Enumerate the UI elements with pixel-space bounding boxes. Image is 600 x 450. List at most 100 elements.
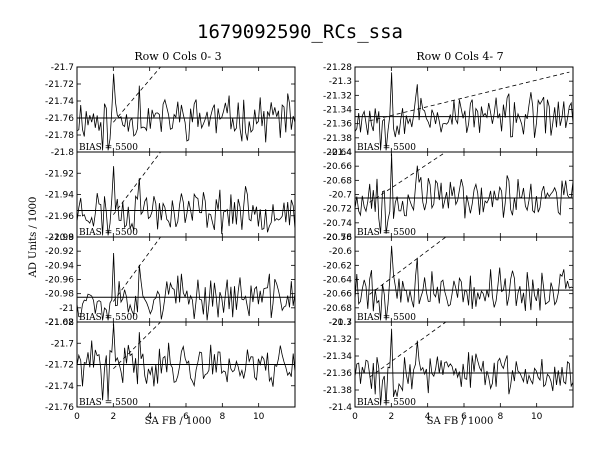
bias-label: BIAS = 5500: [79, 398, 138, 408]
series-dashed: [113, 321, 161, 370]
series-dashed: [113, 66, 161, 123]
y-tick-label: -20.9: [51, 233, 75, 243]
panel-c1-r0: -21.28 -21.3 -21.32 -21.34 -21.36 -21.38 -21.4…: [323, 63, 574, 158]
panel-c0-r0: -21.7 -21.72 -21.74 -21.76 -21.78 -21.8 BIAS =…: [45, 63, 296, 158]
y-tick-label: -21.78: [45, 131, 74, 141]
x-tick-label: 4: [425, 412, 431, 422]
y-tick-label: -21.72: [45, 361, 74, 371]
y-tick-label: -20.98: [45, 290, 74, 300]
y-tick-label: -21.02: [45, 318, 74, 328]
series-trace: [354, 328, 574, 406]
y-tick-label: -20.66: [323, 162, 352, 172]
y-tick-label: -20.72: [323, 205, 352, 215]
series-dashed: [113, 151, 161, 215]
y-tick-label: -20.74: [323, 219, 352, 229]
y-tick-label: -21.36: [323, 120, 352, 130]
y-tick-label: -21.7: [51, 339, 74, 349]
y-tick-label: -21.76: [45, 114, 74, 124]
panel-c1-r2: -20.58 -20.6 -20.62 -20.64 -20.66 -20.68 -20.7…: [323, 233, 574, 328]
series-trace: [76, 166, 296, 236]
x-tick-label: 8: [497, 412, 503, 422]
y-tick-label: -20.58: [323, 233, 352, 243]
y-tick-label: -21.74: [45, 97, 74, 107]
bias-label: BIAS = 5500: [357, 228, 416, 238]
series-trace: [354, 245, 574, 321]
y-tick-label: -20.64: [323, 276, 352, 286]
y-tick-label: -21.38: [323, 134, 352, 144]
y-tick-label: -21.8: [51, 148, 75, 158]
y-tick-label: -21.94: [45, 191, 74, 201]
bias-label: BIAS = 5500: [357, 143, 416, 153]
x-tick-label: 2: [388, 412, 394, 422]
y-tick-label: -21.38: [323, 386, 352, 396]
y-tick-label: -20.96: [45, 276, 74, 286]
x-tick-label: 4: [147, 412, 153, 422]
y-tick-label: -21: [59, 304, 74, 314]
x-tick-label: 0: [74, 412, 80, 422]
y-tick-label: -21.4: [329, 403, 353, 413]
y-tick-label: -20.7: [329, 318, 352, 328]
bias-label: BIAS = 5500: [357, 398, 416, 408]
y-tick-label: -21.76: [45, 403, 74, 413]
y-tick-label: -21.36: [323, 369, 352, 379]
panel-c1-r1: -20.64 -20.66 -20.68 -20.7 -20.72 -20.74 -20.7…: [323, 148, 574, 243]
y-tick-label: -20.6: [329, 247, 353, 257]
y-tick-label: -21.28: [323, 63, 352, 73]
y-tick-label: -21.3: [329, 77, 352, 87]
bias-label: BIAS = 5500: [79, 313, 138, 323]
y-tick-label: -21.34: [323, 352, 352, 362]
x-tick-label: 8: [219, 412, 225, 422]
series-trace: [354, 153, 574, 234]
panel-frame: [354, 66, 574, 153]
y-tick-label: -21.96: [45, 212, 74, 222]
series-dashed: [369, 71, 570, 122]
left-x-axis-label: SA FB / 1000: [145, 416, 212, 427]
x-tick-label: 2: [110, 412, 116, 422]
y-tick-label: -21.3: [329, 318, 352, 328]
series-trace: [76, 252, 296, 321]
panel-grid: -21.7-21.72-21.74-21.76-21.78-21.8 BIAS =…: [45, 63, 574, 422]
panel-c0-r2: -20.9 -20.92 -20.94 -20.96 -20.98 -21 -21.02 BI…: [45, 233, 296, 328]
panel-c0-r1: -21.92 -21.94 -21.96 -21.98 BIAS = 5500: [45, 151, 296, 243]
x-tick-label: 0: [352, 412, 358, 422]
bias-label: BIAS = 5500: [79, 228, 138, 238]
right-column-title: Row 0 Cols 4- 7: [416, 50, 503, 63]
series-dashed: [369, 236, 447, 295]
y-tick-label: -20.62: [323, 261, 352, 271]
series-trace: [354, 72, 574, 151]
y-tick-label: -21.32: [323, 91, 352, 101]
series-trace: [76, 323, 296, 401]
x-tick-label: 10: [531, 412, 543, 422]
panel-c1-r3: -21.3 -21.32 -21.34 -21.36 -21.38 -21.4 BIAS =…: [323, 318, 574, 413]
y-tick-label: -21.32: [323, 335, 352, 345]
y-tick-label: -21.72: [45, 80, 74, 90]
y-tick-label: -21.34: [323, 106, 352, 116]
y-tick-label: -20.94: [45, 261, 74, 271]
y-tick-label: -21.68: [45, 318, 74, 328]
y-tick-label: -21.98: [45, 233, 74, 243]
y-tick-label: -21.4: [329, 148, 353, 158]
figure-title: 1679092590_RCs_ssa: [197, 21, 403, 43]
left-column-title: Row 0 Cols 0- 3: [134, 50, 221, 63]
panel-c0-r3: -21.68 -21.7 -21.72 -21.74 -21.76 BIAS = 5500: [45, 318, 296, 413]
x-tick-label: 10: [253, 412, 265, 422]
y-tick-label: -20.66: [323, 290, 352, 300]
y-tick-label: -20.7: [329, 191, 352, 201]
y-tick-label: -20.76: [323, 233, 352, 243]
y-tick-label: -21.74: [45, 382, 74, 392]
x-tick-label: 6: [183, 412, 189, 422]
series-dashed: [369, 321, 447, 378]
bias-label: BIAS = 5500: [79, 143, 138, 153]
y-axis-label: AD Units / 1000: [28, 197, 39, 279]
series-dashed: [369, 151, 447, 203]
x-tick-label: 6: [461, 412, 467, 422]
right-x-axis-label: SA FB / 1000: [427, 416, 494, 427]
y-tick-label: -20.64: [323, 148, 352, 158]
series-trace: [76, 73, 296, 151]
y-tick-label: -21.92: [45, 169, 74, 179]
y-tick-label: -20.68: [323, 176, 352, 186]
y-tick-label: -20.92: [45, 247, 74, 257]
y-tick-label: -20.68: [323, 304, 352, 314]
y-tick-label: -21.7: [51, 63, 74, 73]
